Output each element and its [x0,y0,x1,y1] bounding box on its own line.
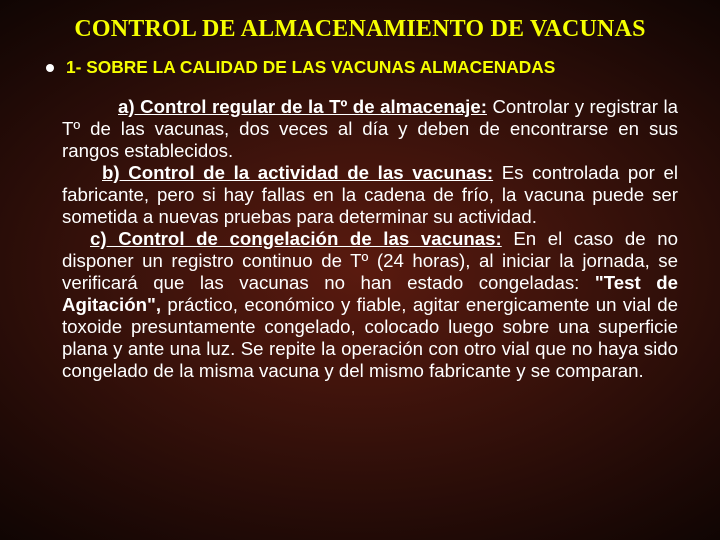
slide-subtitle: 1- SOBRE LA CALIDAD DE LAS VACUNAS ALMAC… [66,57,555,78]
bullet-icon [46,64,54,72]
term-a: a) Control regular de la Tº de almacenaj… [118,96,487,117]
body-text: a) Control regular de la Tº de almacenaj… [42,96,678,382]
subtitle-row: 1- SOBRE LA CALIDAD DE LAS VACUNAS ALMAC… [42,57,678,78]
term-c: c) Control de congelación de las vacunas… [90,228,502,249]
term-b: b) Control de la actividad de las vacuna… [102,162,493,183]
slide-title: CONTROL DE ALMACENAMIENTO DE VACUNAS [42,16,678,43]
